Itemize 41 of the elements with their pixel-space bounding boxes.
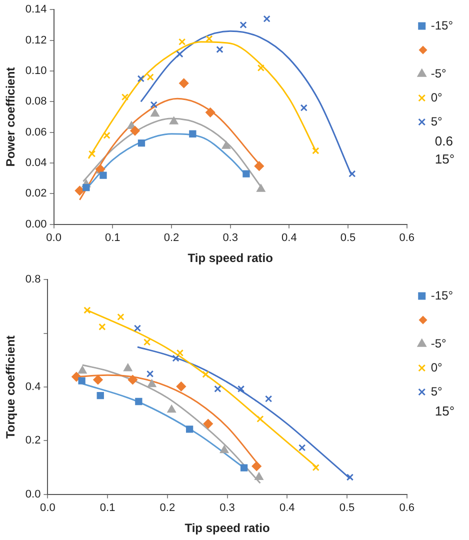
legend-label: 0° [430, 360, 443, 374]
y-tick-label: 0.10 [25, 65, 47, 78]
x-axis-title: Tip speed ratio [184, 521, 270, 536]
x-tick-label: 0.0 [46, 232, 62, 244]
x-tick-label: 0.1 [105, 232, 120, 244]
legend-label: 5° [430, 114, 443, 128]
y-tick-label: 0.0 [25, 488, 41, 500]
text: 15° [434, 404, 455, 419]
x-tick-label: 0.6 [399, 502, 415, 514]
x-tick-label: 0.1 [100, 502, 116, 514]
y-tick-label: 0.00 [25, 218, 47, 230]
x-tick-label: 0.6 [399, 232, 415, 244]
y-tick-label: 0.08 [25, 96, 47, 108]
y-tick-label: 0.06 [25, 126, 47, 138]
x-tick-label: 0.4 [282, 232, 297, 244]
y-axis-title: Torque coefficient [4, 335, 18, 439]
legend-label: -15° [430, 18, 454, 32]
legend-label: -15° [430, 288, 454, 302]
x-tick-label: 0.3 [220, 502, 235, 514]
y-tick-label: 0.12 [25, 34, 47, 46]
y-tick-label: 0.14 [25, 4, 47, 16]
y-tick-label: 0.02 [25, 188, 47, 200]
y-tick-label: 0.2 [25, 434, 41, 447]
x-tick-label: 0.2 [160, 502, 176, 514]
x-tick-label: 0.3 [222, 232, 238, 244]
legend-label: -5° [430, 336, 447, 350]
x-tick-label: 0.5 [339, 502, 355, 514]
y-tick-label: 0.8 [25, 274, 41, 286]
x-tick-label: 0.2 [164, 232, 180, 244]
text: 0.6 [434, 134, 453, 149]
x-axis-title: Tip speed ratio [188, 251, 273, 266]
y-tick-label: 0.04 [25, 157, 47, 170]
y-axis-title: Power coefficient [4, 67, 18, 167]
legend-label: 5° [430, 384, 443, 398]
text: 15° [434, 152, 455, 167]
legend-label: -5° [430, 66, 447, 80]
x-tick-label: 0.5 [340, 232, 356, 244]
legend-label: 0° [430, 90, 443, 104]
y-tick-label: 0.4 [25, 381, 41, 394]
x-tick-label: 0.4 [279, 502, 295, 514]
x-tick-label: 0.0 [40, 502, 56, 514]
